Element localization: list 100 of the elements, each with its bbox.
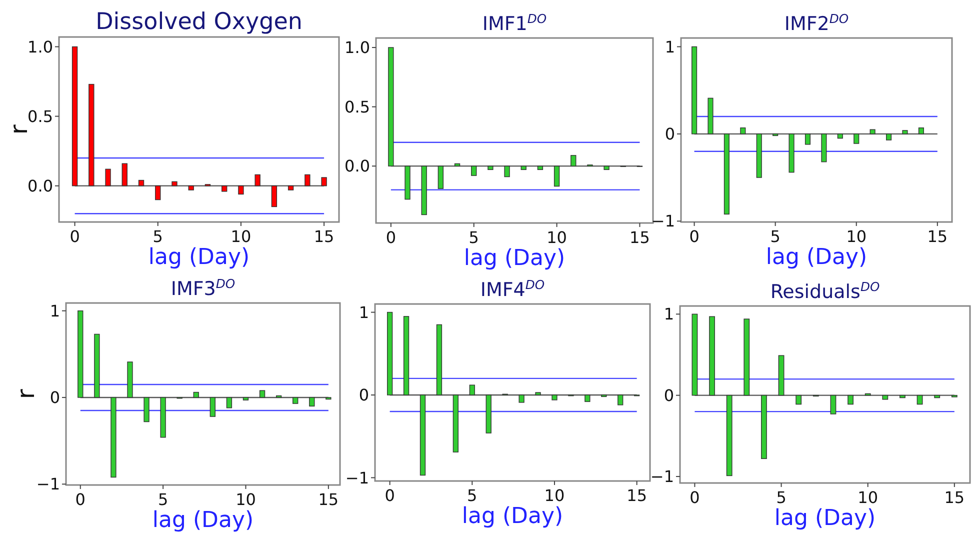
x-axis-title: lag (Day) <box>464 246 566 271</box>
y-tick-label: −1 <box>650 467 674 486</box>
bar <box>796 394 802 405</box>
bar <box>934 394 940 398</box>
bar <box>160 397 166 438</box>
y-tick-label: 1 <box>358 302 369 322</box>
bar <box>321 177 327 186</box>
x-tick-label: 10 <box>236 490 256 509</box>
x-axis-title: lag (Day) <box>774 506 876 531</box>
bar <box>554 166 560 187</box>
bar <box>830 394 836 414</box>
y-tick-label: 0.0 <box>344 156 370 176</box>
bar <box>421 166 427 216</box>
x-tick-label: 15 <box>927 227 948 246</box>
bar <box>271 185 278 208</box>
bar <box>604 166 610 170</box>
bar <box>288 185 294 190</box>
bar <box>127 362 133 398</box>
bar <box>744 318 750 396</box>
x-tick-label: 10 <box>846 227 867 246</box>
bar <box>486 394 492 434</box>
y-tick-label: 1.0 <box>28 37 53 56</box>
x-tick-label: 10 <box>544 486 565 505</box>
bar <box>726 394 732 476</box>
bar <box>837 134 843 139</box>
y-tick-label: 0.5 <box>344 97 370 116</box>
y-tick-label: 1.0 <box>344 38 370 58</box>
x-tick-label: 15 <box>944 488 965 507</box>
x-tick-label: 5 <box>158 490 168 509</box>
bar <box>854 134 860 144</box>
chart-title: IMF2$^{DO}$ <box>784 12 849 35</box>
x-tick-label: 0 <box>75 490 86 509</box>
bar <box>724 134 730 214</box>
bar <box>242 397 249 400</box>
bar <box>537 166 544 170</box>
bar <box>309 397 315 406</box>
x-tick-label: 0 <box>70 227 80 246</box>
y-axis-title: r <box>5 124 33 134</box>
bar <box>918 127 924 134</box>
bar <box>584 394 590 402</box>
y-axis-title: r <box>12 388 40 399</box>
y-tick-label: 1 <box>50 301 60 320</box>
bar <box>709 316 715 396</box>
bar <box>388 47 394 166</box>
x-tick-label: 5 <box>467 486 478 505</box>
x-tick-label: 0 <box>384 486 395 505</box>
x-tick-label: 5 <box>468 228 479 247</box>
bar <box>292 397 298 404</box>
bar <box>110 397 116 478</box>
y-tick-label: −1 <box>345 468 369 488</box>
chart-title: Residuals$^{DO}$ <box>770 280 880 303</box>
bar <box>403 316 410 396</box>
bar <box>761 394 767 459</box>
bar <box>172 181 178 186</box>
y-tick-label: 0 <box>664 124 675 144</box>
x-tick-label: 5 <box>770 227 780 246</box>
x-tick-label: 10 <box>230 227 252 246</box>
x-tick-label: 15 <box>318 490 339 509</box>
x-tick-label: 15 <box>630 228 650 247</box>
y-tick-label: 0.0 <box>28 176 53 196</box>
x-tick-label: 0 <box>690 488 700 507</box>
x-tick-label: 10 <box>858 488 878 507</box>
x-axis-title: lag (Day) <box>766 245 868 270</box>
bar <box>438 166 444 189</box>
bar <box>469 384 475 396</box>
bar <box>452 394 459 452</box>
bar <box>916 394 923 405</box>
bar <box>304 174 310 186</box>
bar <box>520 166 526 170</box>
bar <box>404 166 410 200</box>
bar <box>226 397 232 408</box>
bar <box>756 134 762 178</box>
bar <box>387 312 393 396</box>
bar <box>618 394 624 406</box>
y-tick-label: 0 <box>50 388 60 408</box>
y-tick-label: 0.5 <box>28 106 53 126</box>
bar <box>122 163 128 186</box>
y-tick-label: −1 <box>36 474 60 494</box>
x-tick-label: 0 <box>386 228 396 247</box>
bar <box>78 310 84 398</box>
chart-title: Dissolved Oxygen <box>96 9 302 35</box>
bar <box>882 394 888 400</box>
bar <box>821 134 827 162</box>
bar <box>144 397 150 422</box>
y-tick-label: 1 <box>664 304 674 324</box>
bar <box>222 185 228 192</box>
x-tick-label: 10 <box>546 228 567 247</box>
y-tick-label: 1 <box>664 37 675 56</box>
bar <box>259 390 266 398</box>
x-axis-title: lag (Day) <box>152 508 254 533</box>
bar <box>94 334 100 398</box>
bar <box>188 185 194 190</box>
bar <box>105 168 111 186</box>
bar <box>692 46 698 134</box>
bar <box>778 355 784 396</box>
bar <box>518 394 524 403</box>
x-tick-label: 15 <box>314 227 334 246</box>
bar <box>488 166 494 170</box>
bar <box>254 174 260 186</box>
y-tick-label: −1 <box>651 212 675 231</box>
